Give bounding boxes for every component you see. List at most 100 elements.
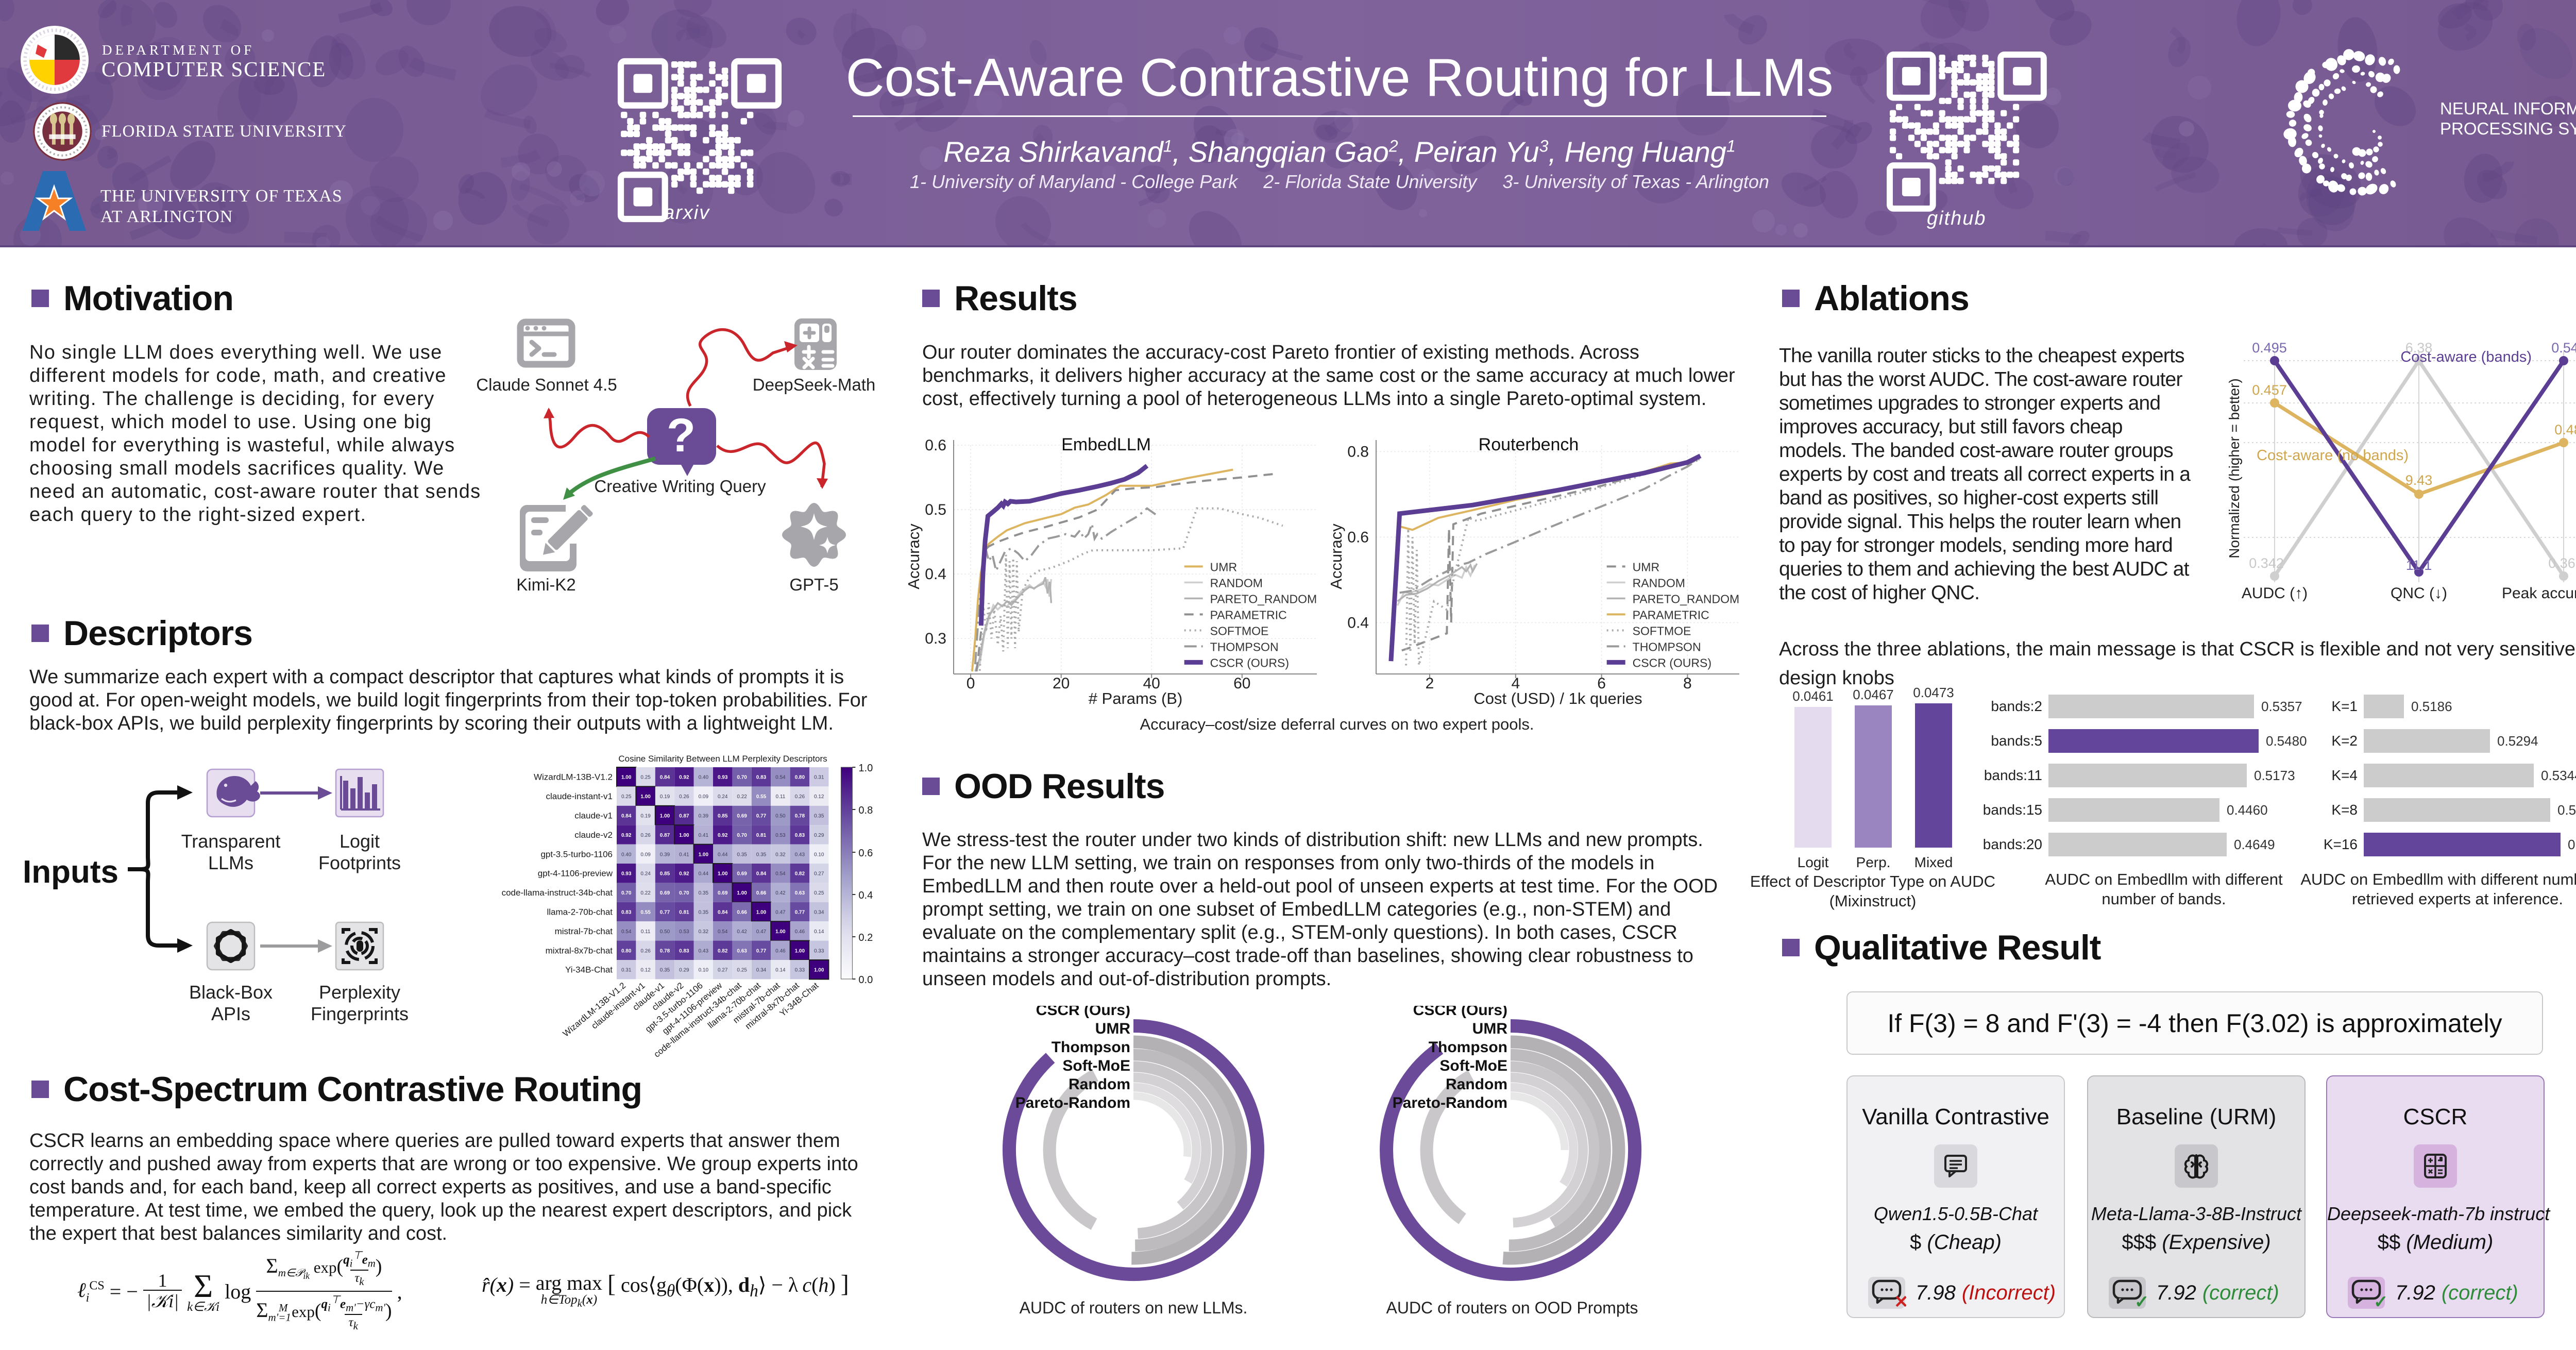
svg-text:0.41: 0.41 <box>699 833 709 838</box>
svg-text:0.482: 0.482 <box>2554 422 2576 437</box>
svg-text:1.00: 1.00 <box>775 929 786 935</box>
svg-text:0.4: 0.4 <box>858 890 873 901</box>
svg-text:llama-2-70b-chat: llama-2-70b-chat <box>547 907 613 917</box>
svg-text:Random: Random <box>1069 1076 1130 1093</box>
svg-text:0.19: 0.19 <box>640 814 651 819</box>
svg-text:Perp.: Perp. <box>1856 854 1891 870</box>
svg-text:0.25: 0.25 <box>737 968 747 973</box>
svg-text:0.53: 0.53 <box>679 929 689 935</box>
svg-text:0.63: 0.63 <box>737 948 747 954</box>
svg-text:0.69: 0.69 <box>718 890 728 896</box>
svg-text:0.40: 0.40 <box>621 852 632 857</box>
svg-text:0.50: 0.50 <box>660 929 670 935</box>
svg-text:✓: ✓ <box>2374 1292 2386 1310</box>
svg-text:0.93: 0.93 <box>718 775 728 781</box>
svg-text:1.00: 1.00 <box>679 833 689 838</box>
svg-text:4: 4 <box>1511 675 1520 692</box>
svg-text:0.8: 0.8 <box>858 805 873 816</box>
svg-text:0.24: 0.24 <box>718 794 728 800</box>
svg-text:0.39: 0.39 <box>699 814 709 819</box>
svg-text:CSCR (Ours): CSCR (Ours) <box>1036 1006 1130 1019</box>
svg-text:0.54: 0.54 <box>718 929 728 935</box>
svg-text:✕: ✕ <box>1894 1292 1906 1310</box>
svg-text:0.0467: 0.0467 <box>1853 687 1894 702</box>
svg-text:0.84: 0.84 <box>660 775 670 781</box>
svg-text:1.00: 1.00 <box>737 890 747 896</box>
svg-text:0.14: 0.14 <box>775 968 786 973</box>
svg-text:SOFTMOE: SOFTMOE <box>1210 624 1269 637</box>
svg-text:Normalized (higher = better): Normalized (higher = better) <box>2226 378 2242 558</box>
svg-text:0.26: 0.26 <box>795 794 805 800</box>
svg-text:CSCR (OURS): CSCR (OURS) <box>1633 656 1711 669</box>
svg-text:0.29: 0.29 <box>679 968 689 973</box>
svg-text:0.66: 0.66 <box>756 890 767 896</box>
svg-text:0.41: 0.41 <box>679 852 689 857</box>
svg-text:claude-instant-v1: claude-instant-v1 <box>546 791 613 801</box>
svg-text:0.54: 0.54 <box>775 775 786 781</box>
svg-text:0.27: 0.27 <box>718 968 728 973</box>
svg-text:0.77: 0.77 <box>756 814 767 819</box>
svg-text:Mixed: Mixed <box>1914 854 1953 870</box>
svg-text:0.5402: 0.5402 <box>2568 837 2576 852</box>
svg-text:0.34: 0.34 <box>756 968 767 973</box>
svg-text:0.0473: 0.0473 <box>1913 685 1954 700</box>
svg-text:0.47: 0.47 <box>775 910 786 916</box>
svg-text:bands:2: bands:2 <box>1991 698 2042 714</box>
svg-text:0.92: 0.92 <box>679 775 689 781</box>
svg-text:0.6: 0.6 <box>1347 529 1369 546</box>
svg-text:0.93: 0.93 <box>621 871 632 877</box>
svg-text:6: 6 <box>1597 675 1606 692</box>
svg-text:0.09: 0.09 <box>640 852 651 857</box>
svg-text:0.92: 0.92 <box>621 833 632 838</box>
svg-text:0.83: 0.83 <box>679 948 689 954</box>
svg-text:0.42: 0.42 <box>775 890 786 896</box>
svg-text:mixtral-8x7b-chat: mixtral-8x7b-chat <box>546 946 613 955</box>
svg-text:CSCR (Ours): CSCR (Ours) <box>1413 1006 1507 1019</box>
svg-text:0.63: 0.63 <box>795 890 805 896</box>
svg-text:bands:15: bands:15 <box>1983 802 2042 818</box>
svg-text:0.55: 0.55 <box>756 794 767 800</box>
svg-text:EmbedLLM: EmbedLLM <box>1061 435 1151 454</box>
svg-text:0.35: 0.35 <box>814 814 824 819</box>
svg-text:0.42: 0.42 <box>737 929 747 935</box>
svg-text:bands:5: bands:5 <box>1991 733 2042 749</box>
svg-text:Cosine Similarity Between LLM: Cosine Similarity Between LLM Perplexity… <box>618 754 827 764</box>
svg-text:0.69: 0.69 <box>737 814 747 819</box>
svg-text:Routerbench: Routerbench <box>1479 435 1579 454</box>
svg-text:0.46: 0.46 <box>775 948 786 954</box>
svg-text:0.34: 0.34 <box>814 910 824 916</box>
svg-text:Peak accuracy (↑): Peak accuracy (↑) <box>2502 585 2576 602</box>
svg-text:0.11: 0.11 <box>641 929 651 935</box>
svg-text:✓: ✓ <box>2134 1292 2147 1310</box>
svg-text:0.33: 0.33 <box>795 968 805 973</box>
svg-text:Soft-MoE: Soft-MoE <box>1439 1057 1507 1074</box>
svg-text:0.83: 0.83 <box>795 833 805 838</box>
svg-text:0.84: 0.84 <box>756 871 767 877</box>
svg-text:0.09: 0.09 <box>699 794 709 800</box>
svg-text:0.22: 0.22 <box>640 890 651 896</box>
svg-text:gpt-3.5-turbo-1106: gpt-3.5-turbo-1106 <box>540 849 613 859</box>
svg-text:0.3: 0.3 <box>925 630 946 647</box>
svg-text:Pareto-Random: Pareto-Random <box>1015 1094 1130 1111</box>
svg-text:claude-v2: claude-v2 <box>574 830 613 840</box>
svg-text:0.44: 0.44 <box>699 871 709 877</box>
svg-text:PARETO_RANDOM: PARETO_RANDOM <box>1210 592 1317 605</box>
svg-text:0.27: 0.27 <box>814 871 824 877</box>
svg-text:1.00: 1.00 <box>795 948 805 954</box>
svg-text:PARAMETRIC: PARAMETRIC <box>1633 608 1709 621</box>
svg-text:PARETO_RANDOM: PARETO_RANDOM <box>1633 592 1739 605</box>
svg-text:0.81: 0.81 <box>679 910 689 916</box>
svg-text:bands:11: bands:11 <box>1984 767 2042 783</box>
svg-text:0.78: 0.78 <box>660 948 670 954</box>
svg-text:0.4460: 0.4460 <box>2227 802 2268 818</box>
svg-text:0.39: 0.39 <box>660 852 670 857</box>
svg-text:UMR: UMR <box>1633 560 1659 573</box>
svg-text:0.83: 0.83 <box>756 775 767 781</box>
svg-text:0.457: 0.457 <box>2252 382 2287 398</box>
svg-text:1.00: 1.00 <box>814 968 824 973</box>
svg-text:Cost (USD) / 1k queries: Cost (USD) / 1k queries <box>1473 689 1642 707</box>
svg-text:0.5480: 0.5480 <box>2266 733 2307 749</box>
svg-text:0.43: 0.43 <box>699 948 709 954</box>
svg-text:0.26: 0.26 <box>679 794 689 800</box>
svg-text:0.87: 0.87 <box>660 833 670 838</box>
